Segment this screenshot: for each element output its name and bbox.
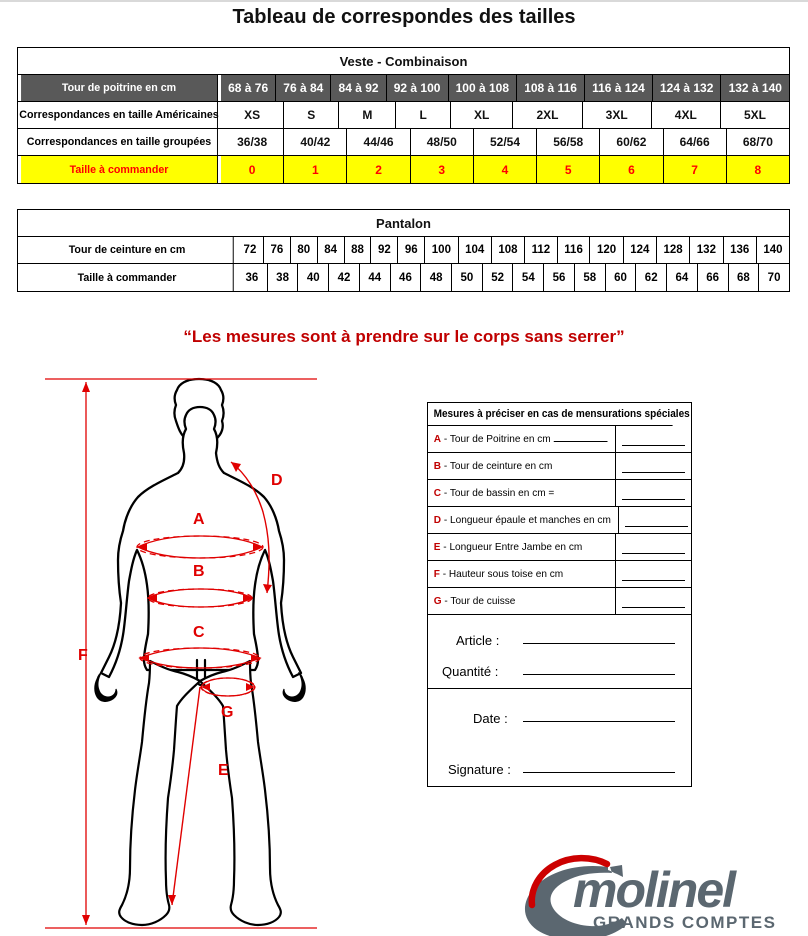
svg-text:G: G: [221, 704, 233, 721]
svg-text:F: F: [78, 647, 88, 664]
svg-text:GRANDS COMPTES: GRANDS COMPTES: [593, 913, 776, 932]
svg-text:D: D: [271, 472, 283, 489]
svg-text:E: E: [218, 762, 229, 779]
svg-text:B: B: [193, 563, 205, 580]
svg-text:C: C: [193, 624, 205, 641]
svg-text:A: A: [193, 511, 205, 528]
svg-text:molinel: molinel: [573, 862, 737, 918]
